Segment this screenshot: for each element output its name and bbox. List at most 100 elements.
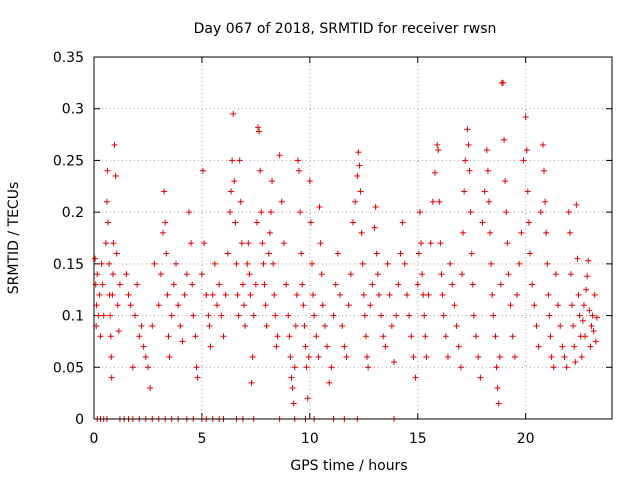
data-point xyxy=(397,250,404,257)
data-point xyxy=(249,353,256,360)
data-point xyxy=(588,322,595,329)
data-point xyxy=(574,255,581,262)
data-point xyxy=(457,364,464,371)
data-point xyxy=(299,281,306,288)
data-point xyxy=(489,291,496,298)
data-point xyxy=(524,188,531,195)
data-point xyxy=(479,219,486,226)
data-point xyxy=(315,353,322,360)
data-point xyxy=(209,291,216,298)
data-point xyxy=(417,240,424,247)
data-point xyxy=(373,250,380,257)
data-point xyxy=(132,312,139,319)
data-point xyxy=(287,353,294,360)
data-point xyxy=(218,312,225,319)
y-tick-label: 0.1 xyxy=(62,309,84,325)
data-point xyxy=(375,291,382,298)
data-point xyxy=(421,312,428,319)
data-point xyxy=(592,338,599,345)
data-point xyxy=(94,271,101,278)
data-point xyxy=(535,343,542,350)
y-tick-label: 0.05 xyxy=(53,360,84,376)
data-point xyxy=(108,374,115,381)
data-point xyxy=(467,209,474,216)
data-point xyxy=(427,240,434,247)
data-point xyxy=(162,219,169,226)
data-point xyxy=(465,141,472,148)
data-point xyxy=(220,333,227,340)
data-point xyxy=(216,281,223,288)
data-point xyxy=(175,302,182,309)
data-point xyxy=(307,219,314,226)
data-point xyxy=(516,260,523,267)
data-point xyxy=(461,188,468,195)
data-point xyxy=(155,302,162,309)
data-point xyxy=(201,240,208,247)
data-point xyxy=(386,291,393,298)
data-point xyxy=(107,312,114,319)
data-point xyxy=(179,338,186,345)
data-point xyxy=(451,302,458,309)
data-point xyxy=(587,343,594,350)
data-point xyxy=(339,322,346,329)
data-point xyxy=(359,260,366,267)
data-point xyxy=(395,281,402,288)
data-point xyxy=(410,353,417,360)
data-point xyxy=(258,209,265,216)
data-point xyxy=(545,291,552,298)
data-point xyxy=(237,198,244,205)
data-point xyxy=(496,353,503,360)
data-point xyxy=(292,322,299,329)
data-point xyxy=(590,328,597,335)
data-point xyxy=(114,302,121,309)
data-point xyxy=(354,172,361,179)
data-point xyxy=(203,291,210,298)
data-point xyxy=(566,229,573,236)
data-point xyxy=(116,281,123,288)
data-point xyxy=(416,209,423,216)
data-point xyxy=(236,157,243,164)
data-point xyxy=(115,328,122,335)
data-point xyxy=(230,110,237,117)
data-point xyxy=(92,255,99,262)
data-point xyxy=(361,312,368,319)
data-point xyxy=(253,219,260,226)
data-point xyxy=(571,343,578,350)
data-point xyxy=(293,291,300,298)
data-point xyxy=(319,302,326,309)
data-point xyxy=(362,333,369,340)
data-point xyxy=(511,353,518,360)
data-point xyxy=(391,359,398,366)
data-point xyxy=(166,353,173,360)
data-point xyxy=(193,364,200,371)
data-point xyxy=(214,302,221,309)
data-point xyxy=(408,333,415,340)
data-point xyxy=(468,250,475,257)
x-axis-label: GPS time / hours xyxy=(290,458,407,474)
data-point xyxy=(188,240,195,247)
data-point xyxy=(440,312,447,319)
data-point xyxy=(104,167,111,174)
data-point xyxy=(503,209,510,216)
data-point xyxy=(425,291,432,298)
data-point xyxy=(108,353,115,360)
data-point xyxy=(548,353,555,360)
data-point xyxy=(541,167,548,174)
y-axis-label: SRMTID / TECUs xyxy=(6,182,22,295)
data-point xyxy=(460,229,467,236)
data-point xyxy=(436,198,443,205)
data-point xyxy=(481,188,488,195)
data-point xyxy=(289,384,296,391)
data-point xyxy=(95,312,102,319)
data-point xyxy=(559,343,566,350)
data-point xyxy=(107,333,114,340)
data-point xyxy=(304,395,311,402)
data-point xyxy=(382,343,389,350)
data-point xyxy=(245,240,252,247)
data-point xyxy=(374,271,381,278)
data-point xyxy=(285,312,292,319)
data-point xyxy=(449,281,456,288)
data-point xyxy=(257,167,264,174)
data-point xyxy=(570,322,577,329)
